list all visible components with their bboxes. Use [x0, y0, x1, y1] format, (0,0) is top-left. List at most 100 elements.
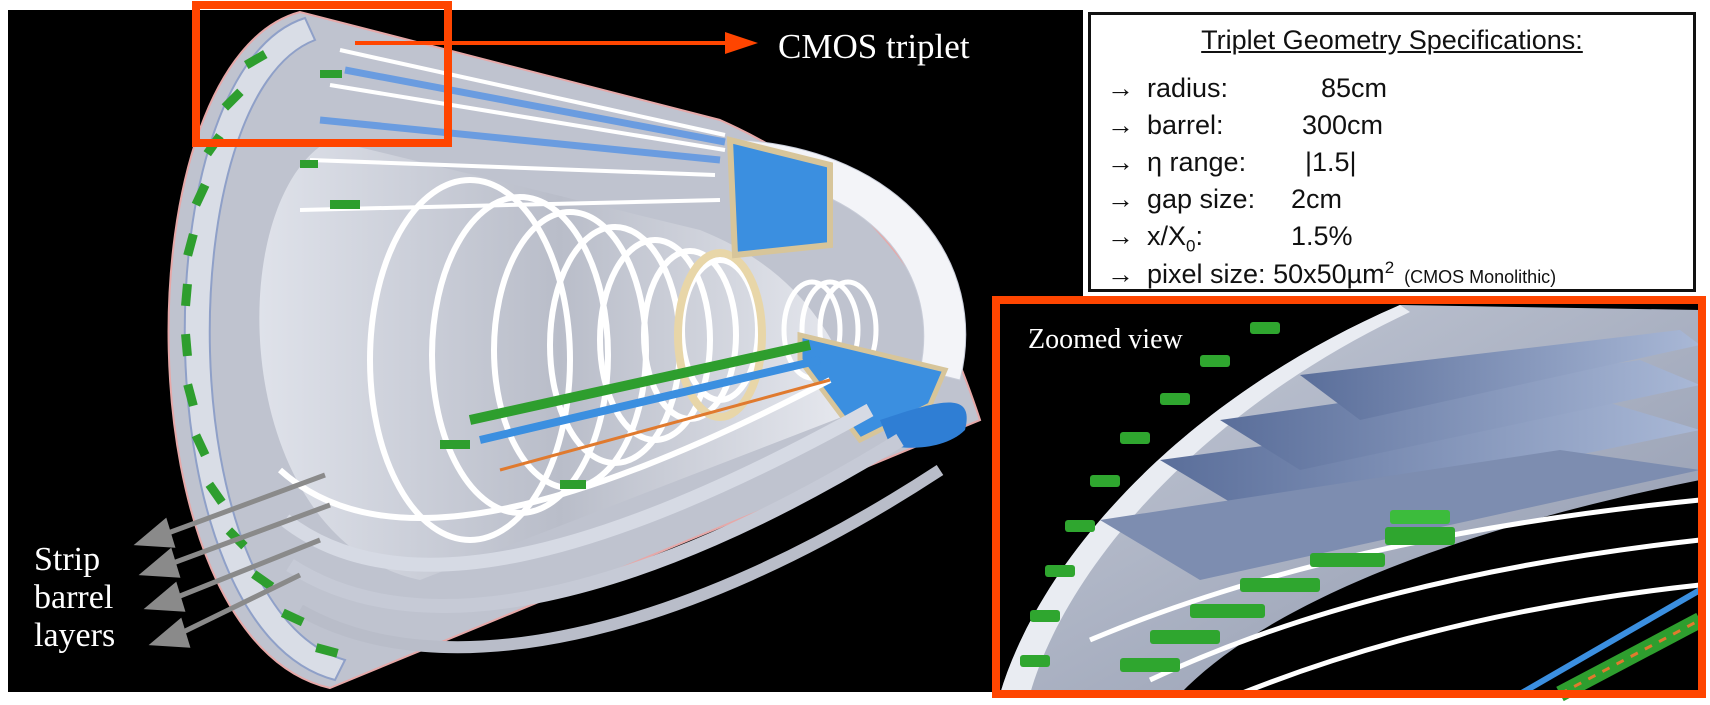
zoom-strip	[1518, 587, 1702, 697]
strip-arrow	[164, 502, 331, 569]
zoom-module	[1390, 510, 1450, 524]
spec-value: 2cm	[1291, 184, 1343, 214]
arrow-icon: →	[1107, 259, 1134, 289]
zoom-staves	[1089, 497, 1701, 697]
strip-arrow-head	[143, 581, 186, 612]
spec-value-main: 50x50µm	[1273, 259, 1385, 289]
module	[181, 333, 192, 357]
zoom-module	[1030, 610, 1060, 622]
inner-rings	[367, 177, 761, 543]
stave	[329, 83, 726, 152]
zoom-strip	[1559, 618, 1701, 696]
strip-arrow	[173, 572, 302, 639]
zoom-frame	[992, 296, 1706, 698]
zoom-modules	[1020, 322, 1455, 672]
spec-label-sub: 0	[1186, 236, 1196, 256]
ring	[597, 237, 713, 443]
arrow-icon: →	[1107, 73, 1134, 103]
module	[320, 70, 342, 78]
zoom-module	[1385, 527, 1455, 545]
spec-label: η range:	[1147, 147, 1247, 177]
arrow-icon: →	[1107, 110, 1134, 140]
strip-arrow-head	[133, 517, 176, 548]
zoom-stave	[1148, 537, 1701, 683]
module	[315, 643, 339, 658]
arrow-icon: →	[1107, 147, 1134, 177]
upper-staves	[299, 48, 726, 212]
layer-arc	[286, 434, 904, 613]
spec-row-radiation-length: → x/X0: 1.5%	[1107, 221, 1353, 256]
module	[251, 570, 275, 591]
zoom-panel	[1160, 400, 1700, 520]
spec-label: radius:	[1147, 73, 1229, 103]
lower-layers	[277, 340, 944, 654]
module	[560, 480, 586, 489]
outer-modules	[181, 50, 586, 658]
spec-label-tail: :	[1195, 221, 1203, 251]
module	[191, 433, 210, 458]
spec-box: Triplet Geometry Specifications: → radius…	[1088, 12, 1696, 292]
spec-label: gap size:	[1147, 184, 1256, 214]
module	[181, 283, 192, 307]
inner-tunnel	[259, 140, 861, 580]
strip-arrows	[133, 472, 331, 648]
end-disc	[880, 402, 967, 448]
zoom-panel	[1300, 330, 1700, 420]
spec-value: 1.5%	[1291, 221, 1353, 251]
stave-blue	[344, 66, 726, 146]
stave	[299, 198, 721, 212]
layer-stripes	[499, 378, 831, 472]
zoom-module	[1160, 393, 1190, 405]
ring	[367, 177, 573, 543]
strip-label-line-2: barrel	[34, 579, 113, 616]
module	[183, 383, 198, 407]
spec-value: 85cm	[1321, 73, 1388, 103]
zoomed-detail	[1000, 305, 1704, 702]
detector-barrel	[167, 10, 982, 690]
module	[205, 481, 226, 505]
module	[440, 440, 470, 449]
stave	[339, 48, 726, 137]
arrow-icon: →	[1107, 221, 1134, 251]
spec-value: 300cm	[1302, 110, 1384, 140]
inner-ring-gold	[674, 249, 766, 421]
module	[221, 88, 244, 111]
module	[183, 233, 198, 257]
cmos-triplet-label: CMOS triplet	[778, 27, 970, 66]
zoom-module	[1120, 658, 1180, 672]
layer-stripes	[468, 340, 812, 425]
strip-arrow	[169, 537, 321, 603]
zoom-module	[1250, 322, 1280, 334]
spec-row-gap: → gap size: 2cm	[1107, 184, 1342, 215]
stave	[309, 158, 716, 177]
spec-value-sup: 2	[1384, 258, 1395, 277]
spec-title: Triplet Geometry Specifications:	[1201, 25, 1583, 55]
strip-label-line-3: layers	[34, 617, 115, 654]
layer-arc	[280, 403, 874, 572]
layer-arc	[277, 377, 832, 522]
triplet-highlight-box	[192, 1, 452, 147]
arrow-icon: →	[1107, 184, 1134, 214]
layer-arc	[297, 464, 944, 654]
zoom-module	[1150, 630, 1220, 644]
spec-value: |1.5|	[1305, 147, 1357, 177]
module	[300, 160, 318, 168]
upper-stave-blue	[319, 66, 726, 164]
spec-label: x/X0:	[1147, 221, 1203, 256]
zoom-module	[1045, 565, 1075, 577]
zoom-panel	[1220, 360, 1700, 470]
stave-blue	[319, 116, 721, 164]
module	[280, 608, 305, 627]
zoom-module	[1065, 520, 1095, 532]
cmos-pointer-head	[725, 32, 758, 54]
spec-label: barrel:	[1147, 110, 1224, 140]
strip-arrow	[159, 472, 326, 539]
spec-note: (CMOS Monolithic)	[1404, 267, 1557, 287]
zoom-module	[1190, 604, 1265, 618]
zoom-module	[1310, 553, 1385, 567]
spec-label: pixel size:	[1147, 259, 1266, 289]
zoomed-view-label: Zoomed view	[1028, 324, 1184, 355]
zoom-module	[1120, 432, 1150, 444]
spec-row-radius: → radius: 85cm	[1107, 73, 1387, 104]
zoom-stave	[1089, 497, 1701, 643]
